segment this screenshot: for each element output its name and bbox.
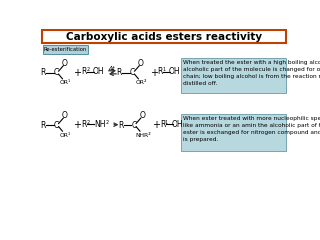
Text: R: R <box>118 120 123 130</box>
Text: +: + <box>150 68 158 78</box>
Text: 2: 2 <box>86 67 90 72</box>
Text: R: R <box>40 120 46 130</box>
Text: OR²: OR² <box>136 80 147 85</box>
Text: OH: OH <box>169 67 181 76</box>
FancyBboxPatch shape <box>42 30 286 43</box>
Text: 1: 1 <box>163 67 165 72</box>
Text: NHR²: NHR² <box>135 132 151 138</box>
Text: 1: 1 <box>165 120 168 125</box>
Text: Re-esterification: Re-esterification <box>44 47 87 52</box>
Text: R: R <box>82 67 87 76</box>
Text: R: R <box>82 120 87 129</box>
Text: When ester treated with more nucleophilic species
like ammonia or an amin the al: When ester treated with more nucleophili… <box>183 116 320 142</box>
Text: O: O <box>62 111 68 120</box>
Text: NH: NH <box>95 120 106 129</box>
Text: +: + <box>73 68 81 78</box>
Text: Δt: Δt <box>109 66 116 71</box>
Text: O: O <box>62 59 68 68</box>
Text: R: R <box>40 68 46 77</box>
Text: O: O <box>138 59 144 68</box>
FancyBboxPatch shape <box>181 58 286 93</box>
Text: C: C <box>54 120 59 130</box>
Text: When treated the ester with a high boiling alcohol the
alcoholic part of the mol: When treated the ester with a high boili… <box>183 60 320 86</box>
Text: R: R <box>116 68 122 77</box>
Text: C: C <box>130 68 135 77</box>
Text: OH: OH <box>172 120 183 129</box>
Text: 2: 2 <box>106 120 109 125</box>
Text: +: + <box>73 120 81 130</box>
FancyBboxPatch shape <box>43 45 88 54</box>
Text: 2: 2 <box>86 120 90 125</box>
Text: Carboxylic acids esters reactivity: Carboxylic acids esters reactivity <box>66 31 262 42</box>
Text: C: C <box>131 120 136 130</box>
Text: C: C <box>54 68 59 77</box>
FancyBboxPatch shape <box>181 114 286 151</box>
Text: OR¹: OR¹ <box>60 132 71 138</box>
Text: R: R <box>160 120 165 129</box>
Text: OR¹: OR¹ <box>60 80 71 85</box>
Text: OH: OH <box>93 67 105 76</box>
Text: R: R <box>157 67 163 76</box>
Text: O: O <box>140 111 145 120</box>
Text: +: + <box>152 120 160 130</box>
